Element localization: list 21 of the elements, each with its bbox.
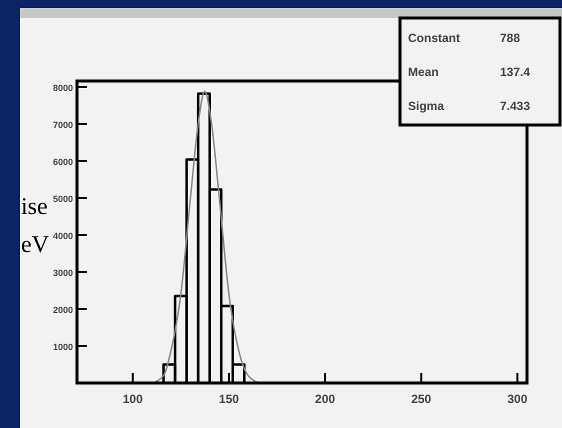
annotation: Sigma bbox=[408, 99, 444, 113]
annotation: 7.433 bbox=[500, 99, 530, 113]
y-tick-label: 1000 bbox=[52, 342, 73, 352]
x-tick-label: 200 bbox=[315, 392, 336, 406]
text: Mean bbox=[408, 65, 439, 79]
text: Constant bbox=[408, 31, 460, 45]
y-tick-label: 2000 bbox=[52, 304, 73, 315]
x-tick-label: 100 bbox=[122, 392, 144, 406]
y-tick-label: 5000 bbox=[52, 194, 73, 204]
text: 137.4 bbox=[500, 65, 530, 79]
text: 788 bbox=[500, 31, 520, 45]
x-tick-label: 250 bbox=[411, 392, 432, 406]
y-tick-label: 3000 bbox=[52, 268, 73, 278]
x-tick-label: 300 bbox=[507, 392, 528, 406]
text: ise bbox=[21, 194, 48, 220]
y-tick-label: 6000 bbox=[52, 156, 73, 167]
y-tick-label: 8000 bbox=[52, 82, 73, 93]
x-tick-label: 150 bbox=[218, 392, 240, 406]
y-tick-label: 4000 bbox=[52, 230, 73, 241]
y-tick-label: 7000 bbox=[52, 120, 73, 130]
text: eV bbox=[21, 232, 50, 258]
